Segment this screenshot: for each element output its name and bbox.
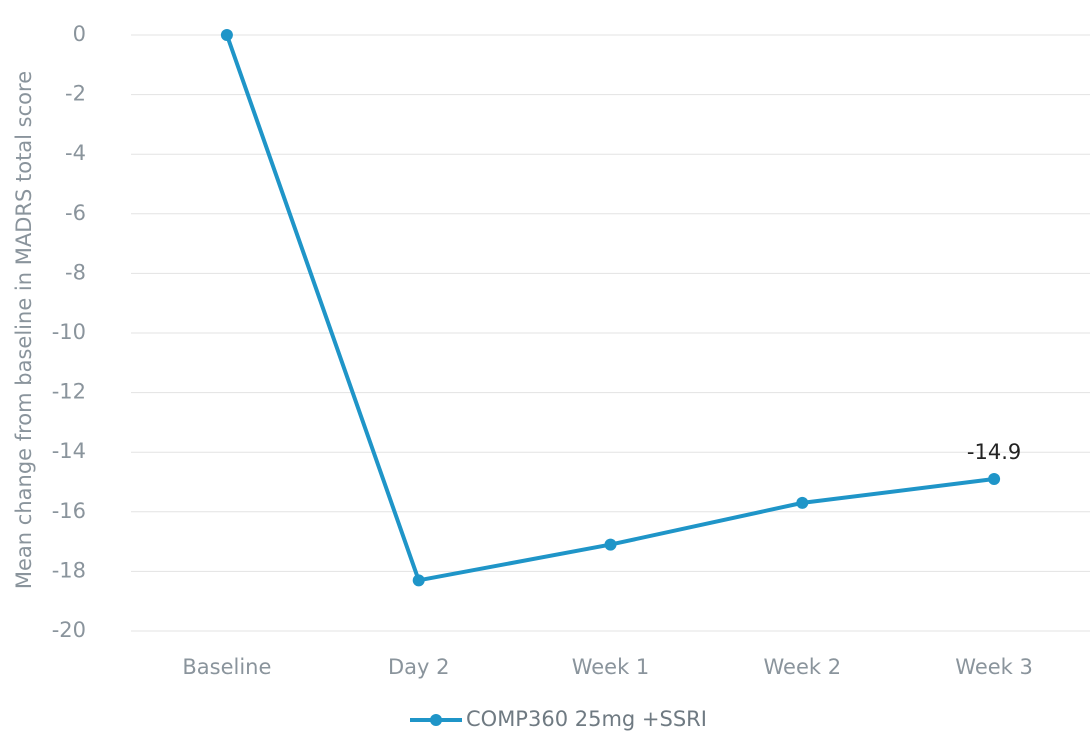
y-tick-label: -14: [52, 439, 86, 463]
legend-marker: [430, 714, 442, 726]
point: [988, 473, 1001, 486]
x-tick-label: Week 2: [764, 655, 842, 679]
data-label: -14.9: [967, 440, 1021, 464]
y-tick-label: -20: [52, 618, 86, 642]
y-tick-label: -8: [65, 260, 86, 284]
legend-label: COMP360 25mg +SSRI: [466, 707, 707, 731]
y-tick-label: -16: [52, 499, 86, 523]
x-tick-label: Week 3: [955, 655, 1033, 679]
line: [225, 34, 995, 583]
y-tick-label: -18: [52, 558, 86, 582]
point: [604, 538, 617, 551]
x-tick-label: Baseline: [182, 655, 271, 679]
y-tick-label: -12: [52, 380, 86, 404]
y-tick-label: -10: [52, 320, 86, 344]
y-tick-label: -4: [65, 141, 86, 165]
point: [220, 29, 233, 41]
point: [796, 496, 809, 509]
point: [412, 574, 425, 587]
x-tick-label: Day 2: [388, 655, 450, 679]
y-tick-label: 0: [73, 22, 86, 46]
y-tick-label: -6: [65, 201, 86, 225]
y-axis-label: Mean change from baseline in MADRS total…: [12, 71, 36, 589]
y-tick-label: -2: [65, 82, 86, 106]
x-tick-label: Week 1: [572, 655, 650, 679]
